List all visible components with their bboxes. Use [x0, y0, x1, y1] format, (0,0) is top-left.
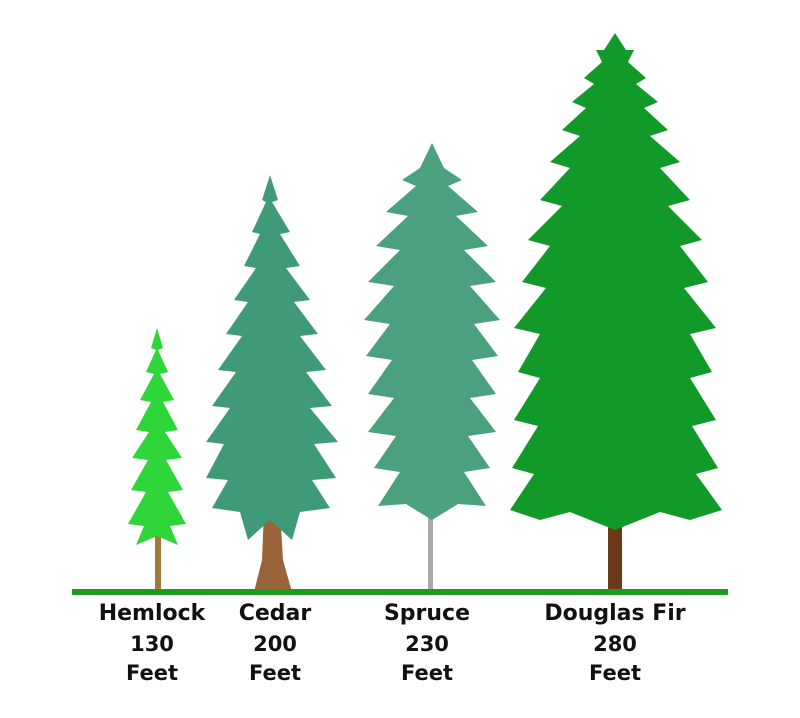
tree-spruce	[364, 143, 500, 592]
spruce-foliage	[364, 143, 500, 520]
cedar-foliage	[206, 175, 338, 540]
hemlock-trunk	[155, 505, 161, 593]
spruce-label: Spruce 230 Feet	[327, 603, 527, 684]
douglas-fir-name: Douglas Fir	[544, 601, 686, 626]
cedar-trunk	[254, 510, 292, 592]
tree-cedar	[206, 175, 338, 592]
spruce-trunk	[428, 470, 433, 592]
cedar-height-unit: Feet	[248, 661, 302, 685]
hemlock-height-unit: Feet	[125, 661, 179, 685]
spruce-name: Spruce	[383, 601, 471, 626]
ground-line	[72, 589, 728, 595]
tree-douglas-fir	[510, 33, 722, 592]
cedar-name: Cedar	[238, 601, 312, 626]
hemlock-height-value: 130	[130, 632, 174, 656]
hemlock-label: Hemlock 130 Feet	[52, 603, 252, 684]
douglas-fir-height-unit: Feet	[588, 661, 642, 685]
douglas-fir-foliage	[510, 33, 722, 530]
hemlock-name: Hemlock	[98, 601, 206, 626]
spruce-height-unit: Feet	[400, 661, 454, 685]
hemlock-foliage	[128, 328, 186, 545]
spruce-height-value: 230	[405, 632, 449, 656]
douglas-fir-height-value: 280	[593, 632, 637, 656]
douglas-fir-trunk	[608, 518, 622, 592]
douglas-fir-label: Douglas Fir 280 Feet	[515, 603, 715, 684]
cedar-height-value: 200	[253, 632, 297, 656]
tree-hemlock	[128, 328, 186, 593]
cedar-label: Cedar 200 Feet	[175, 603, 375, 684]
